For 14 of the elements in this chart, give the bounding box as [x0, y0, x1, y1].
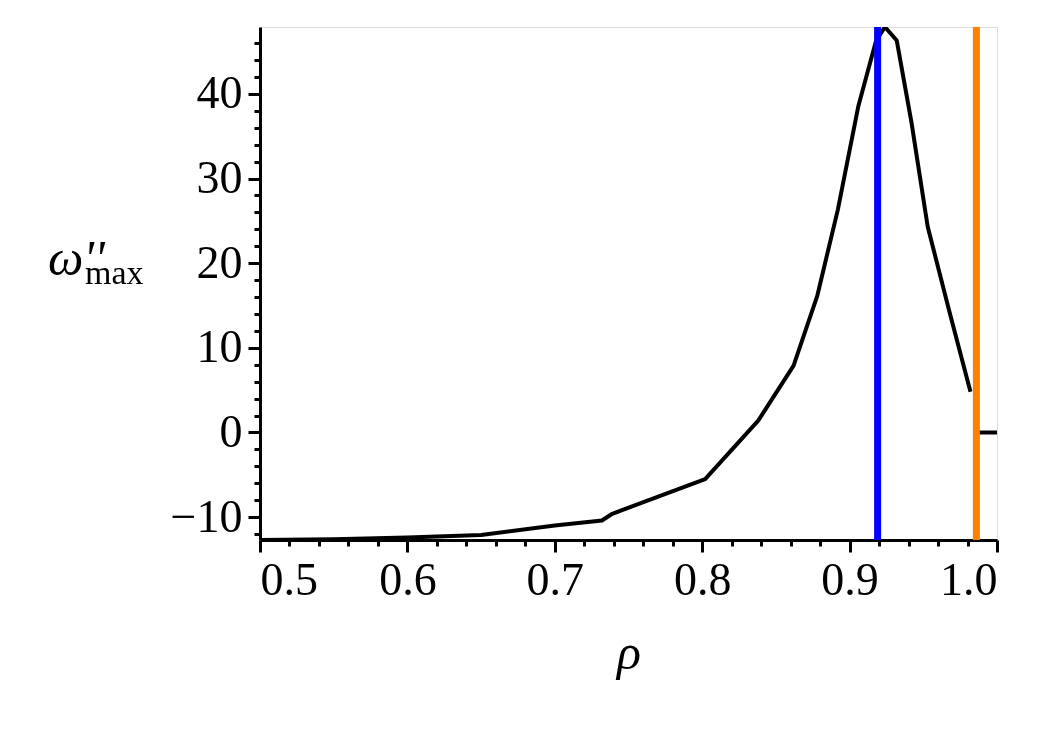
x-tick-label: 0.5	[260, 553, 318, 605]
y-tick-label: 30	[196, 152, 243, 204]
y-axis-title: ω''max	[48, 230, 144, 291]
y-tick-label: 20	[196, 236, 243, 288]
y-tick-label: 10	[196, 321, 243, 373]
x-tick-label: 1.0	[940, 553, 998, 605]
x-tick-label: 0.6	[379, 553, 437, 605]
x-axis-title: ρ	[615, 623, 641, 680]
x-tick-label: 0.7	[526, 553, 585, 605]
y-tick-label: 0	[219, 405, 243, 457]
y-tick-label: −10	[170, 490, 243, 542]
y-tick-label: 40	[196, 67, 243, 119]
x-tick-label: 0.8	[673, 553, 732, 605]
x-tick-label: 0.9	[821, 553, 879, 605]
